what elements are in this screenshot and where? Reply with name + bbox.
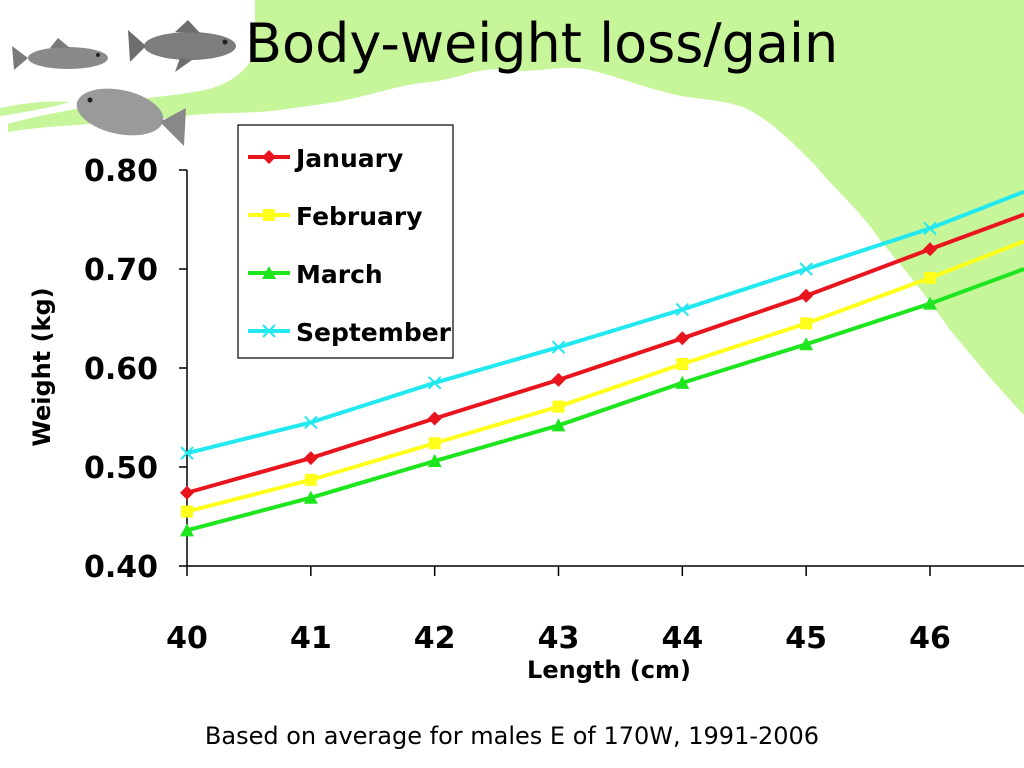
data-point-triangle: [799, 337, 814, 351]
data-point-diamond: [799, 288, 814, 303]
data-point-x-stroke: [551, 340, 566, 354]
data-point-x: [427, 376, 442, 390]
cod-icon: [12, 38, 108, 70]
data-point-triangle: [923, 296, 937, 310]
data-point-x-stroke: [675, 302, 690, 317]
x-tick-label: 40: [166, 621, 208, 656]
land-island: [0, 101, 70, 116]
y-axis-label: Weight (kg): [28, 287, 56, 446]
series-line-september: [186, 189, 1024, 456]
legend-label: March: [296, 260, 383, 289]
legend-label: September: [296, 318, 452, 347]
data-point-x-stroke: [923, 221, 937, 236]
data-point-diamond: [551, 372, 566, 387]
data-point-x-stroke: [180, 446, 194, 460]
data-point-square: [552, 400, 565, 413]
x-tick-label: 45: [785, 621, 827, 656]
data-point-diamond: [427, 411, 442, 426]
series-line-january: [186, 212, 1024, 495]
data-point-diamond: [923, 242, 937, 257]
data-point-diamond: [675, 331, 690, 346]
data-point-square: [800, 317, 813, 330]
data-point-x: [675, 302, 690, 317]
data-point-square: [676, 358, 689, 371]
x-tick-label: 42: [414, 621, 456, 656]
data-point-diamond: [303, 451, 318, 466]
slide-title: Body-weight loss/gain: [245, 12, 839, 75]
x-tick-label: 41: [290, 621, 332, 656]
pollock-icon: [128, 20, 236, 72]
data-point-x-stroke: [262, 324, 276, 338]
data-point-x: [551, 340, 566, 354]
series-line-march: [186, 267, 1024, 533]
footnote: Based on average for males E of 170W, 19…: [204, 722, 820, 750]
data-point-x: [304, 415, 318, 430]
data-point-square: [428, 437, 441, 450]
data-point-x: [262, 324, 276, 338]
data-point-square: [924, 271, 936, 284]
land-shape: [8, 0, 1024, 415]
x-tick-label: 43: [538, 621, 580, 656]
halibut-icon: [76, 88, 186, 146]
data-point-square: [181, 505, 193, 518]
data-point-diamond: [180, 485, 194, 500]
data-point-triangle: [551, 418, 566, 432]
data-point-x: [180, 446, 194, 460]
data-point-triangle: [427, 454, 442, 468]
data-point-square: [304, 473, 317, 486]
data-point-x-stroke: [427, 376, 442, 390]
chart-series: [180, 189, 1024, 537]
x-tick-label: 44: [661, 621, 703, 656]
legend-box: [237, 124, 454, 359]
data-point-triangle: [180, 523, 194, 537]
x-tick-label: 46: [909, 621, 951, 656]
data-point-diamond: [262, 150, 276, 164]
y-tick-label: 0.60: [84, 352, 158, 387]
y-tick-label: 0.40: [84, 550, 158, 585]
legend-label: January: [294, 144, 403, 173]
y-tick-label: 0.80: [84, 154, 158, 189]
data-point-square: [263, 209, 275, 221]
data-point-triangle: [303, 490, 318, 504]
series-line-february: [186, 239, 1024, 514]
data-point-triangle: [675, 375, 690, 389]
fish-illustrations: [12, 20, 236, 146]
data-point-x: [923, 221, 937, 236]
chart-axes: 0.40 0.50 0.60 0.70 0.80 40 41 42 43 44 45 46: [84, 154, 1024, 656]
y-tick-label: 0.50: [84, 451, 158, 486]
data-point-x-stroke: [304, 415, 318, 430]
legend-label: February: [296, 202, 423, 231]
chart-legend: January February March September: [237, 124, 454, 359]
y-tick-label: 0.70: [84, 253, 158, 288]
data-point-triangle: [262, 266, 276, 279]
x-axis-label: Length (cm): [527, 656, 691, 684]
data-point-x-stroke: [799, 262, 813, 276]
data-point-x: [799, 262, 813, 276]
